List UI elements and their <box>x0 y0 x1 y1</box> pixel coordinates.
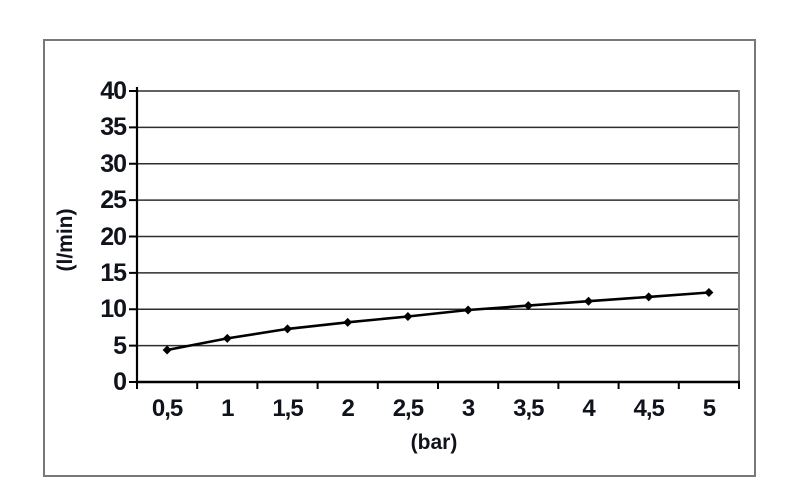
chart-frame <box>43 39 756 477</box>
data-point-marker-0,5 <box>162 345 172 355</box>
data-point-marker-1,5 <box>283 324 292 334</box>
data-point-marker-3 <box>463 305 473 315</box>
data-point-marker-3,5 <box>523 301 533 311</box>
data-point-marker-4 <box>584 296 593 306</box>
series-line-flow-rate-curve <box>166 291 709 352</box>
data-point-marker-2,5 <box>403 312 413 322</box>
data-point-marker-1 <box>222 333 232 343</box>
data-point-marker-5 <box>704 288 714 298</box>
data-point-marker-2 <box>343 317 353 327</box>
data-point-marker-4,5 <box>644 292 654 302</box>
